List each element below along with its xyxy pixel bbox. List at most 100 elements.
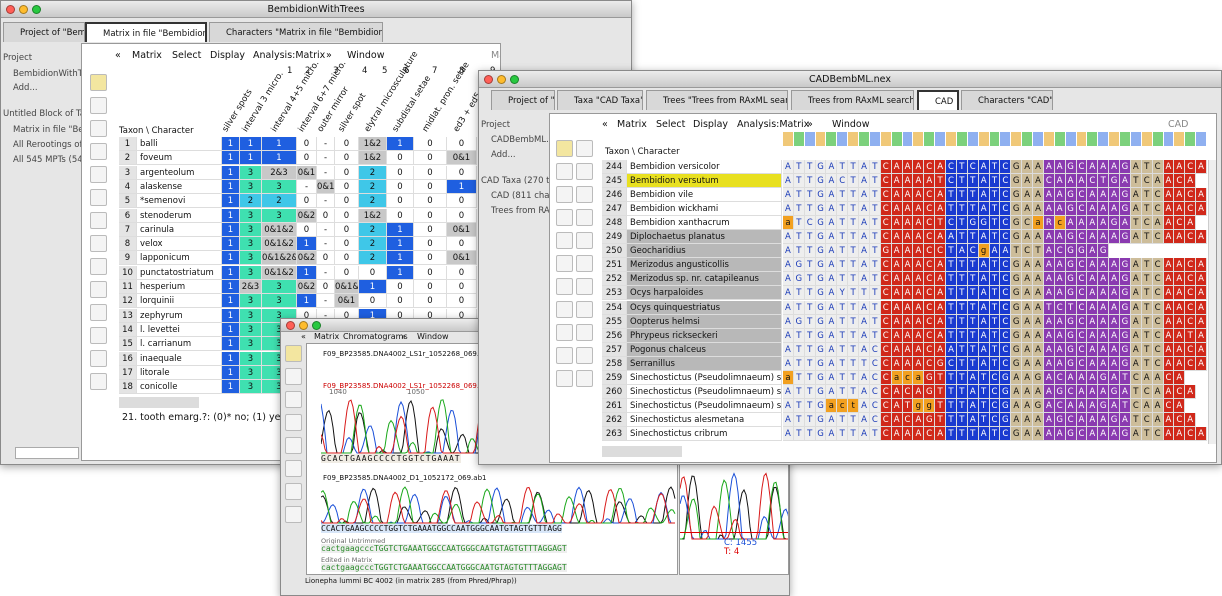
sequence-cell[interactable]: A: [1130, 286, 1142, 301]
sequence-cell[interactable]: A: [1022, 426, 1034, 441]
sequence-cell[interactable]: G: [815, 286, 827, 301]
sequence-cell[interactable]: G: [1011, 216, 1023, 231]
sequence-cell[interactable]: T: [989, 160, 1001, 174]
sequence-cell[interactable]: T: [956, 216, 968, 231]
sequence-cell[interactable]: T: [956, 356, 968, 371]
sequence-cell[interactable]: T: [956, 286, 968, 301]
sequence-cell[interactable]: T: [1141, 230, 1153, 245]
sequence-cell[interactable]: T: [989, 426, 1001, 441]
sequence-cell[interactable]: C: [1185, 356, 1197, 371]
matrix-cell[interactable]: 0: [414, 151, 447, 166]
sequence-cell[interactable]: T: [956, 202, 968, 217]
matrix-cell[interactable]: 0&1&2&3: [262, 251, 297, 266]
matrix-cell[interactable]: -: [317, 265, 335, 280]
sequence-cell[interactable]: T: [989, 300, 1001, 315]
sequence-cell[interactable]: A: [1141, 398, 1153, 413]
sequence-cell[interactable]: A: [902, 230, 914, 245]
sequence-cell[interactable]: A: [1087, 216, 1099, 231]
sequence-cell[interactable]: T: [793, 286, 805, 301]
sequence-cell[interactable]: A: [1109, 300, 1120, 315]
sequence-cell[interactable]: A: [1054, 328, 1066, 343]
sequence-cell[interactable]: T: [956, 230, 968, 245]
sequence-cell[interactable]: T: [956, 188, 968, 203]
sequence-cell[interactable]: T: [848, 300, 860, 315]
sequence-cell[interactable]: G: [1120, 258, 1131, 273]
sequence-cell[interactable]: g: [913, 398, 925, 413]
sequence-cell[interactable]: T: [989, 216, 1001, 231]
tool-button[interactable]: [576, 232, 593, 249]
sequence-cell[interactable]: G: [1011, 230, 1023, 245]
matrix-cell[interactable]: 0: [297, 222, 317, 237]
sequence-cell[interactable]: A: [859, 230, 870, 245]
matrix-cell[interactable]: 0: [447, 265, 477, 280]
matrix-cell[interactable]: 3: [240, 222, 262, 237]
sequence-cell[interactable]: T: [946, 398, 957, 413]
tab[interactable]: Project of "CA: [491, 90, 555, 110]
tool-button[interactable]: [576, 186, 593, 203]
sequence-cell[interactable]: A: [826, 244, 838, 259]
sequence-cell[interactable]: A: [1163, 426, 1175, 441]
sequence-cell[interactable]: A: [1152, 174, 1164, 189]
sequence-cell[interactable]: C: [935, 244, 947, 259]
sequence-cell[interactable]: A: [859, 342, 870, 357]
sequence-cell[interactable]: C: [880, 272, 892, 287]
sequence-cell[interactable]: A: [1054, 356, 1066, 371]
sequence-cell[interactable]: A: [913, 216, 925, 231]
sequence-cell[interactable]: C: [1152, 272, 1164, 287]
sequence-cell[interactable]: A: [1033, 174, 1044, 189]
sequence-cell[interactable]: A: [1043, 398, 1055, 413]
sequence-cell[interactable]: A: [1033, 286, 1044, 301]
sequence-cell[interactable]: C: [1076, 272, 1088, 287]
sequence-cell[interactable]: A: [1120, 384, 1131, 399]
sequence-cell[interactable]: T: [946, 384, 957, 399]
tool-button[interactable]: [556, 163, 573, 180]
taxon-name[interactable]: l. levettei: [137, 322, 222, 337]
sequence-cell[interactable]: A: [1163, 328, 1175, 343]
taxon-name[interactable]: inaequale: [137, 351, 222, 366]
matrix-cell[interactable]: 3: [240, 179, 262, 194]
taxon-name[interactable]: carinula: [137, 222, 222, 237]
tool-button[interactable]: [556, 140, 573, 157]
sequence-cell[interactable]: A: [913, 272, 925, 287]
taxon-name[interactable]: velox: [137, 237, 222, 252]
sequence-cell[interactable]: G: [1120, 272, 1131, 287]
sequence-cell[interactable]: A: [1065, 370, 1077, 385]
sequence-cell[interactable]: T: [848, 258, 860, 273]
sequence-cell[interactable]: C: [869, 356, 881, 371]
sequence-cell[interactable]: A: [783, 258, 794, 273]
sequence-cell[interactable]: G: [978, 216, 990, 231]
sequence-cell[interactable]: A: [1163, 160, 1175, 174]
sequence-cell[interactable]: T: [956, 384, 968, 399]
sequence-cell[interactable]: A: [902, 272, 914, 287]
taxon-name[interactable]: Sinechostictus (Pseudolimnaeum) sp. 4: [627, 398, 782, 413]
sequence-cell[interactable]: A: [1011, 412, 1023, 427]
sequence-cell[interactable]: T: [848, 384, 860, 399]
sequence-cell[interactable]: C: [1000, 356, 1012, 371]
sequence-cell[interactable]: A: [1130, 328, 1142, 343]
sequence-cell[interactable]: A: [946, 342, 957, 357]
sequence-cell[interactable]: A: [826, 328, 838, 343]
matrix-cell[interactable]: 1: [387, 137, 414, 151]
sequence-cell[interactable]: G: [1011, 342, 1023, 357]
sequence-cell[interactable]: G: [967, 216, 979, 231]
sequence-cell[interactable]: A: [1011, 398, 1023, 413]
sequence-cell[interactable]: A: [1076, 370, 1088, 385]
sequence-cell[interactable]: G: [815, 202, 827, 217]
sequence-cell[interactable]: T: [1011, 244, 1023, 259]
sequence-cell[interactable]: A: [1098, 300, 1110, 315]
sequence-cell[interactable]: A: [1196, 272, 1207, 287]
sequence-cell[interactable]: A: [1130, 314, 1142, 329]
tool-button[interactable]: [285, 345, 302, 362]
sequence-cell[interactable]: A: [891, 314, 903, 329]
matrix-cell[interactable]: 0: [335, 237, 359, 252]
sequence-cell[interactable]: C: [1054, 398, 1066, 413]
sequence-cell[interactable]: T: [804, 160, 816, 174]
sequence-cell[interactable]: T: [1120, 398, 1131, 413]
sequence-cell[interactable]: C: [924, 300, 936, 315]
sequence-cell[interactable]: A: [1033, 426, 1044, 441]
sequence-cell[interactable]: A: [783, 244, 794, 259]
sequence-cell[interactable]: G: [1120, 202, 1131, 217]
matrix-cell[interactable]: -: [317, 237, 335, 252]
sequence-cell[interactable]: C: [1000, 328, 1012, 343]
sequence-cell[interactable]: A: [1152, 398, 1164, 413]
